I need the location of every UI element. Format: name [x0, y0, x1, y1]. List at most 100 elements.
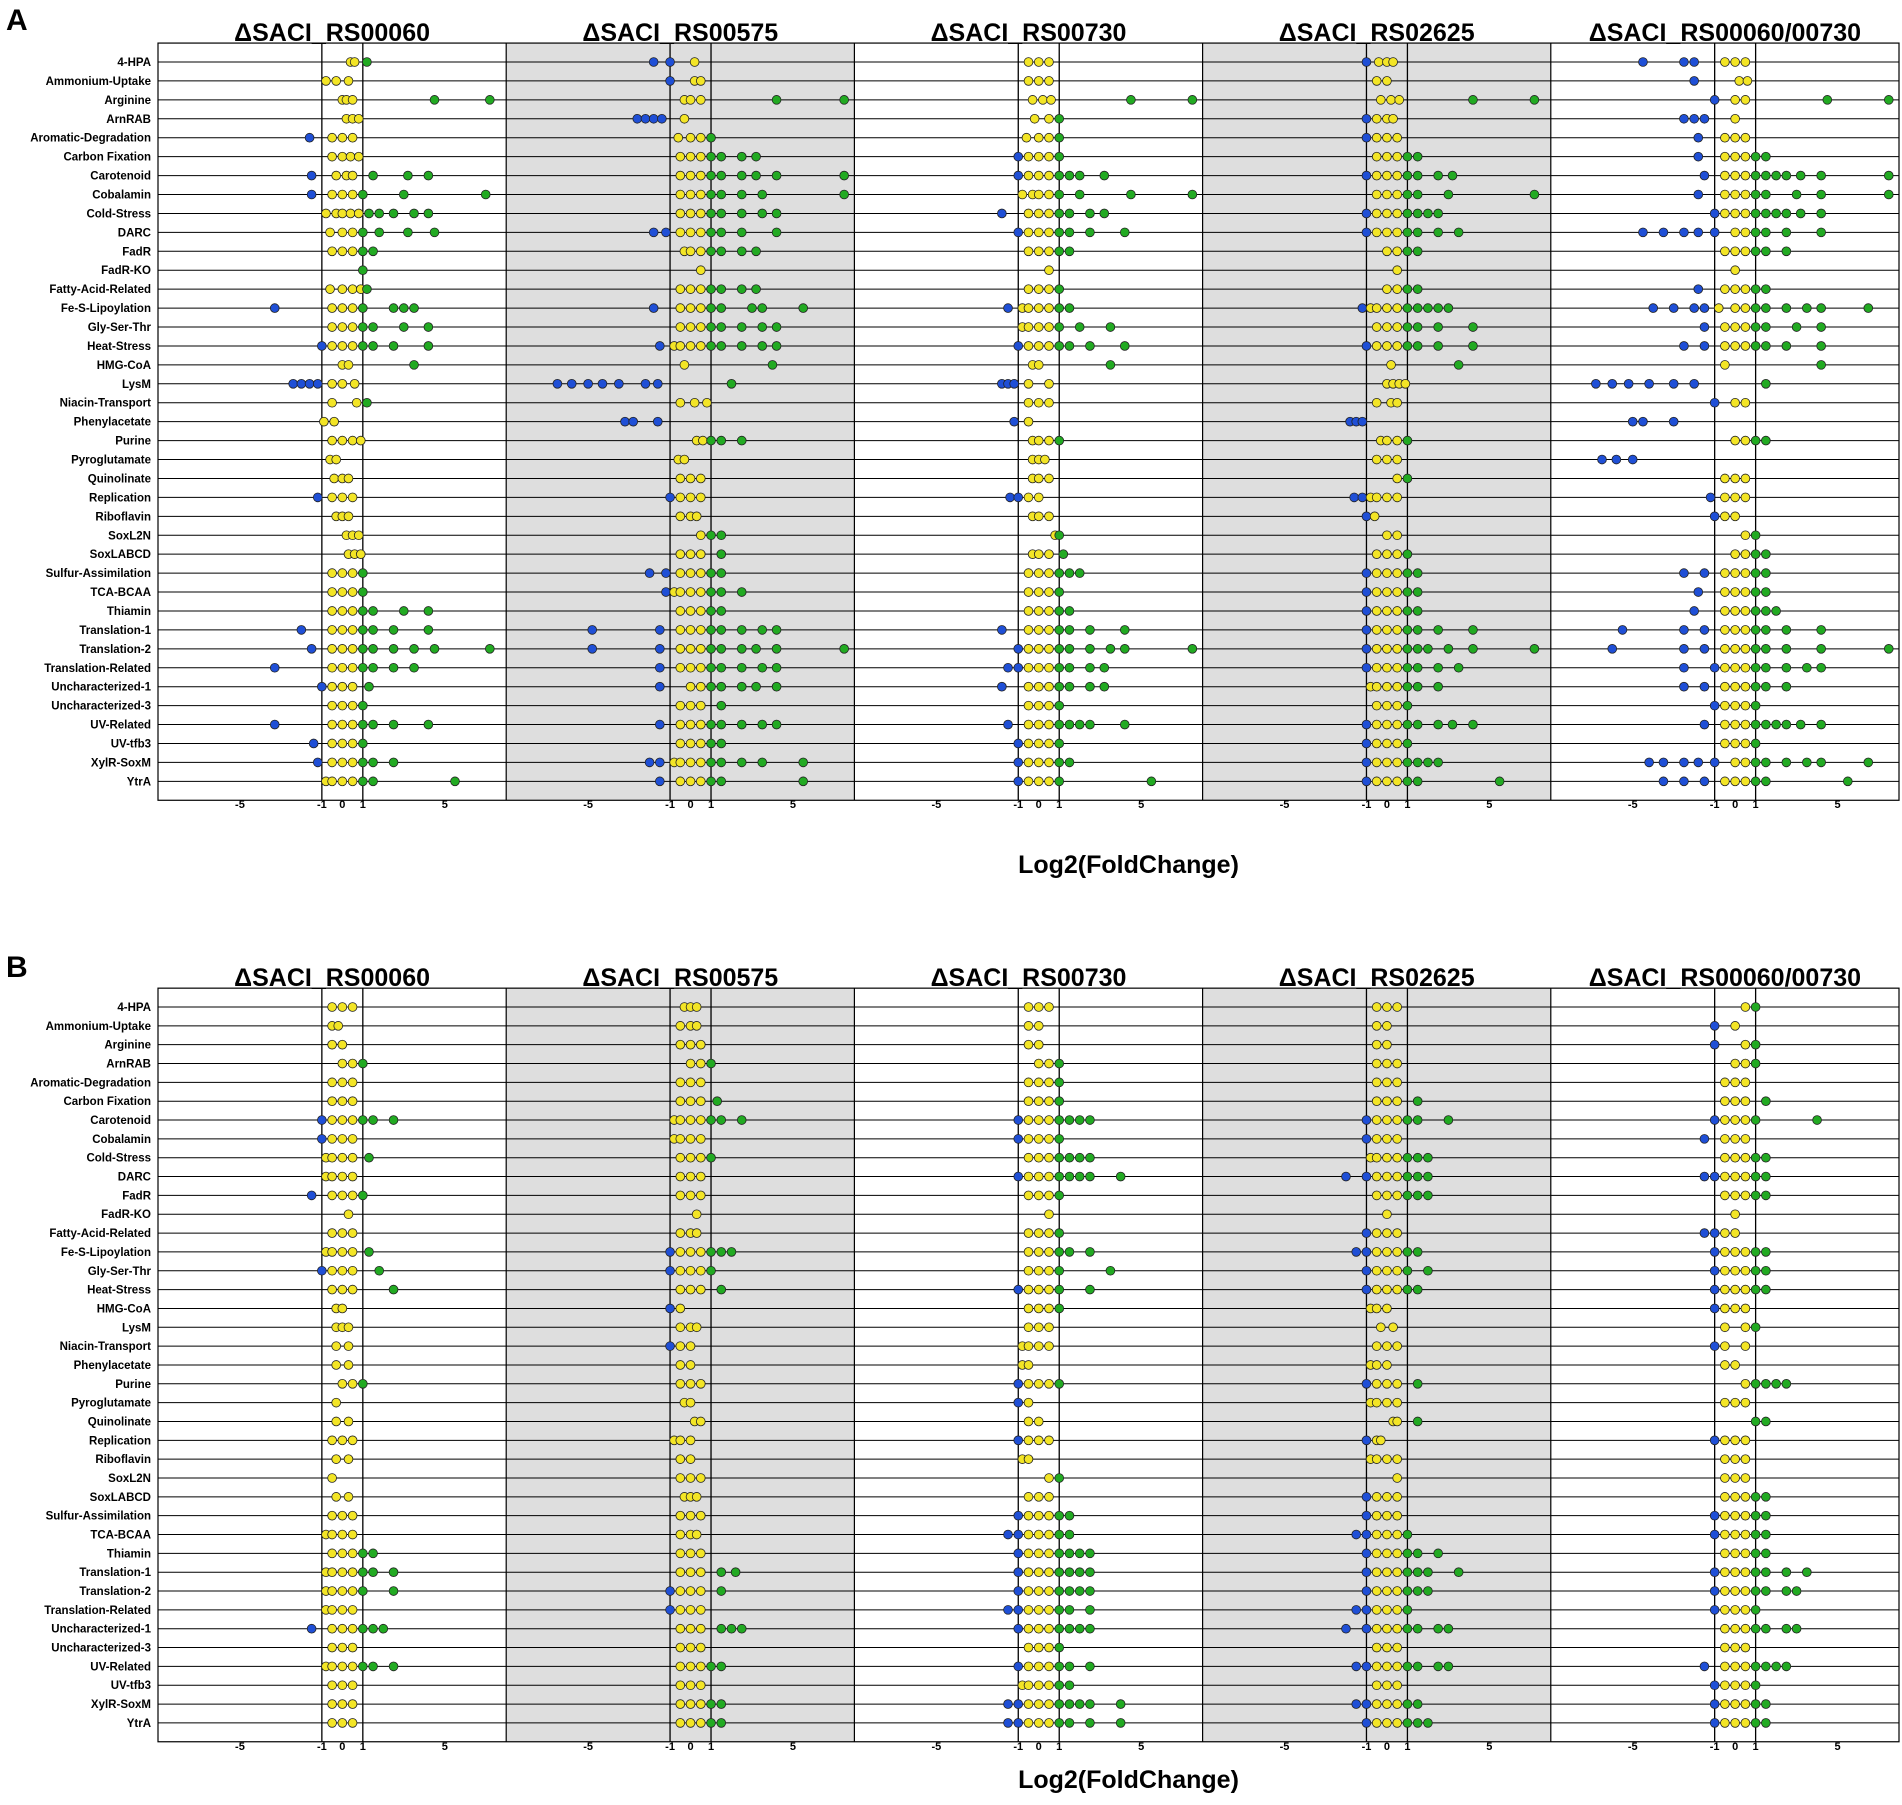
data-point [1054, 113, 1065, 124]
data-point [1382, 1699, 1392, 1709]
data-point [1023, 681, 1034, 692]
data-point [1119, 227, 1130, 238]
data-point [1720, 132, 1730, 143]
data-point [1023, 227, 1034, 238]
data-point [706, 587, 716, 597]
data-point [1816, 322, 1826, 332]
data-point [1720, 1435, 1730, 1446]
data-point [1392, 1492, 1402, 1502]
data-point [1730, 1096, 1740, 1106]
data-point [349, 57, 360, 67]
data-point [1402, 738, 1413, 749]
data-point [388, 662, 399, 673]
data-point [1740, 1567, 1751, 1577]
data-point [1816, 719, 1826, 730]
data-point [695, 76, 706, 86]
data-point [1750, 1002, 1761, 1012]
data-point [1382, 719, 1392, 730]
data-point [1761, 189, 1771, 200]
data-point [1750, 1623, 1761, 1634]
data-point [331, 1416, 341, 1427]
data-point [1085, 662, 1095, 673]
data-point [1361, 719, 1372, 730]
data-point [1351, 1661, 1362, 1672]
data-point [1750, 1284, 1761, 1295]
data-point [1412, 644, 1423, 654]
data-point [347, 662, 358, 673]
data-point [1392, 227, 1402, 238]
data-point [1679, 776, 1689, 787]
category-label: Ammonium-Uptake [46, 1021, 151, 1033]
data-point [1013, 1379, 1024, 1389]
data-point [736, 170, 747, 181]
data-point [1668, 416, 1679, 427]
category-label: 4-HPA [117, 57, 151, 69]
data-point [1761, 568, 1771, 578]
data-point [388, 757, 399, 768]
x-tick-label: 5 [1138, 1741, 1144, 1753]
data-point [1023, 1510, 1034, 1521]
data-point [1740, 1152, 1751, 1163]
data-point [345, 151, 356, 162]
data-point [269, 719, 280, 730]
data-point [1371, 1190, 1382, 1201]
data-point [1730, 587, 1740, 597]
category-label: FadR-KO [101, 265, 151, 277]
data-point [1433, 625, 1443, 635]
data-point [1761, 341, 1771, 351]
data-point [1064, 1115, 1075, 1125]
category-label: SoxL2N [108, 1473, 151, 1485]
data-point [1382, 1152, 1392, 1163]
data-point [695, 1171, 706, 1182]
data-point [716, 662, 727, 673]
data-point [640, 113, 651, 124]
data-point [1781, 1379, 1792, 1389]
data-point [358, 341, 368, 351]
data-point [1382, 1021, 1392, 1031]
data-point [757, 208, 768, 219]
condition-title: ΔSACI_RS00730 [931, 19, 1127, 47]
data-point [1699, 568, 1710, 578]
data-point [1371, 1360, 1382, 1370]
data-point [355, 435, 366, 446]
data-point [1064, 1247, 1075, 1257]
x-tick-label: -5 [235, 799, 245, 811]
x-tick-label: 0 [1384, 799, 1390, 811]
category-label: Cobalamin [92, 190, 151, 202]
data-point [1781, 681, 1792, 692]
data-point [1054, 587, 1065, 597]
data-point [347, 284, 358, 294]
data-point [1361, 625, 1372, 635]
data-point [1720, 681, 1730, 692]
data-point [695, 1096, 706, 1106]
data-point [685, 1284, 696, 1295]
data-point [716, 322, 727, 332]
data-point [1412, 1171, 1423, 1182]
data-point [1412, 322, 1423, 332]
data-point [685, 227, 696, 238]
data-point [1382, 1058, 1392, 1069]
data-point [695, 776, 706, 787]
data-point [1730, 284, 1740, 294]
data-point [1591, 379, 1601, 389]
data-point [1863, 757, 1874, 768]
data-point [327, 1586, 337, 1596]
x-tick-label: -5 [583, 1741, 593, 1753]
data-point [358, 246, 368, 257]
data-point [1033, 1661, 1044, 1672]
data-point [1371, 303, 1382, 313]
data-point [1023, 1152, 1034, 1163]
data-point [1392, 1397, 1402, 1408]
data-point [673, 132, 684, 143]
data-point [1740, 1435, 1751, 1446]
data-point [1033, 1341, 1044, 1351]
data-point [695, 1077, 706, 1088]
data-point [1750, 1152, 1761, 1163]
data-point [1044, 170, 1054, 181]
data-point [655, 681, 665, 692]
data-point [1044, 1548, 1054, 1559]
data-point [1033, 246, 1044, 257]
data-point [1064, 1680, 1075, 1691]
category-label: Uncharacterized-1 [51, 1624, 151, 1636]
data-point [1679, 681, 1689, 692]
